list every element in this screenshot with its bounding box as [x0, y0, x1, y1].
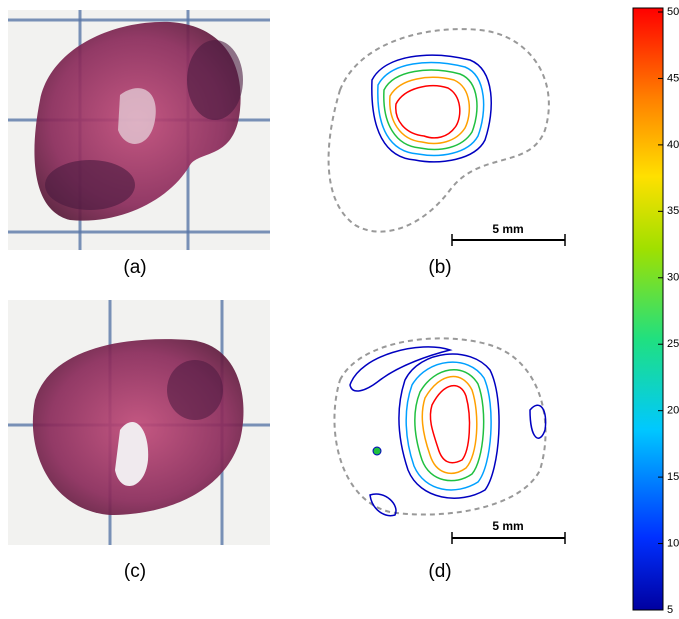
scale-bar-label: 5 mm — [492, 519, 523, 533]
panel-label: (b) — [428, 257, 451, 278]
photo-a — [8, 10, 270, 250]
panel-label: (c) — [124, 561, 146, 582]
contour-plot-b — [329, 29, 565, 246]
colorbar-tick-label: 15 — [667, 471, 679, 483]
colorbar-tick-label: 50 — [667, 6, 679, 18]
panel-label: (a) — [123, 257, 146, 278]
colorbar-tick-label: 45 — [667, 72, 679, 84]
colorbar-tick-label: 10 — [667, 537, 679, 549]
photo-c — [8, 300, 270, 545]
scale-bar-label: 5 mm — [492, 222, 523, 236]
colorbar-tick-label: 35 — [667, 205, 679, 217]
colorbar-tick-label: 5 — [667, 604, 673, 616]
colorbar-tick-label: 25 — [667, 338, 679, 350]
colorbar — [633, 8, 663, 610]
contour-plot-d — [334, 338, 565, 544]
colorbar-tick-label: 30 — [667, 272, 679, 284]
panel-label: (d) — [428, 561, 451, 582]
colorbar-tick-label: 20 — [667, 405, 679, 417]
colorbar-tick-label: 40 — [667, 139, 679, 151]
figure: 5 mm (b) 5 mm (d) (a) (c) 5 10 15 20 25 30 35 4… — [0, 0, 679, 619]
